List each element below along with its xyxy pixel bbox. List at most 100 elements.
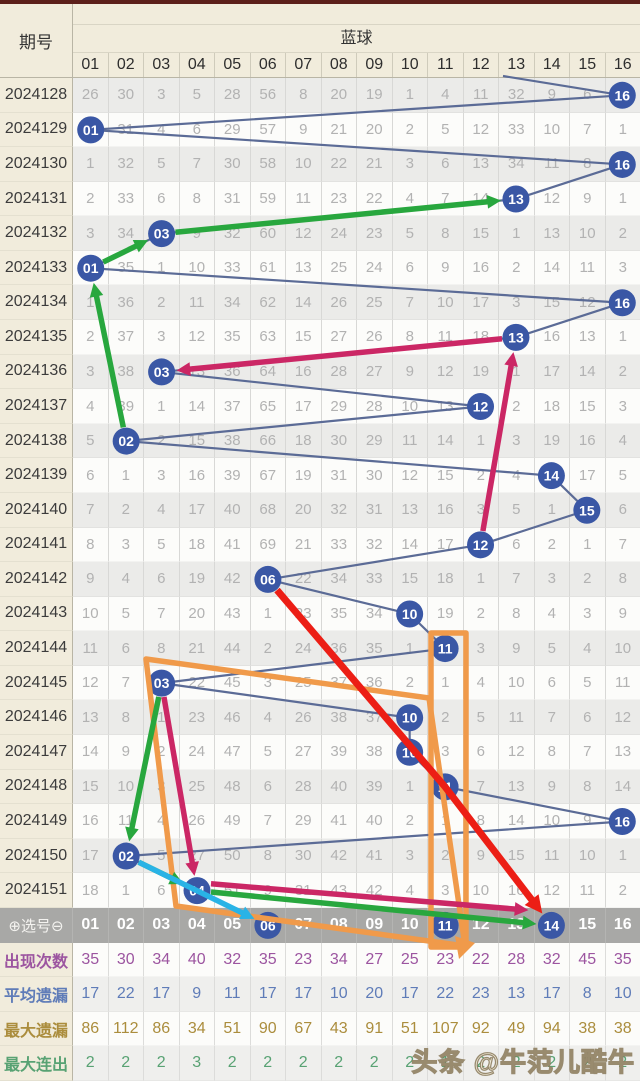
selection-number-11[interactable]: 11	[428, 907, 464, 943]
miss-count-cell: 7	[251, 804, 286, 839]
miss-count-cell: 9	[464, 838, 499, 874]
miss-count-cell: 68	[251, 492, 286, 528]
miss-count-cell: 40	[357, 804, 393, 839]
miss-count-cell: 20	[322, 78, 357, 113]
miss-count-cell: 33	[215, 250, 251, 286]
miss-count-cell: 24	[286, 631, 322, 666]
miss-count-cell: 5	[464, 700, 499, 736]
miss-count-cell: 1	[393, 631, 428, 666]
miss-count-cell: 14	[535, 250, 570, 286]
selection-number-09[interactable]: 09	[357, 907, 393, 943]
miss-count-cell: 24	[322, 216, 357, 251]
selection-number-08[interactable]: 08	[322, 907, 357, 943]
miss-count-cell: 18	[428, 562, 464, 597]
miss-count-cell: 15	[464, 216, 499, 251]
miss-count-cell: 12	[464, 112, 499, 148]
miss-count-cell: 5	[180, 78, 215, 113]
stat-value: 23	[428, 942, 464, 978]
miss-count-cell: 10	[109, 769, 144, 805]
selection-number-04[interactable]: 04	[180, 907, 215, 943]
stat-value: 90	[251, 1011, 286, 1047]
stat-value: 38	[606, 1012, 640, 1047]
stat-value: 32	[215, 942, 251, 978]
miss-count-cell: 16	[464, 250, 499, 286]
miss-count-cell: 30	[215, 147, 251, 182]
selection-number-06[interactable]: 06	[251, 907, 286, 943]
miss-count-cell: 36	[215, 354, 251, 390]
stat-value: 11	[215, 977, 251, 1012]
miss-count-cell: 24	[180, 735, 215, 770]
miss-count-cell: 2	[606, 355, 640, 390]
miss-count-cell: 8	[180, 181, 215, 217]
issue-cell: 2024148	[0, 769, 73, 805]
stat-value: 86	[144, 1011, 180, 1047]
issue-cell: 2024150	[0, 838, 73, 874]
miss-count-cell: 22	[286, 562, 322, 597]
selection-number-05[interactable]: 05	[215, 907, 251, 943]
miss-count-cell: 1	[393, 769, 428, 805]
miss-count-cell: 9	[570, 804, 606, 839]
miss-count-cell: 9	[73, 562, 109, 597]
miss-count-cell: 17	[73, 838, 109, 874]
miss-count-cell: 30	[322, 423, 357, 459]
selection-number-16[interactable]: 16	[613, 916, 632, 934]
miss-count-cell: 34	[109, 216, 144, 251]
miss-count-cell: 2	[144, 285, 180, 321]
selection-number-12[interactable]: 12	[464, 907, 499, 943]
selection-number-03[interactable]: 03	[144, 907, 180, 943]
miss-count-cell: 14	[73, 735, 109, 770]
miss-count-cell: 12	[428, 354, 464, 390]
miss-count-cell	[535, 458, 570, 493]
miss-count-cell	[464, 527, 499, 563]
column-header-07: 07	[286, 53, 322, 77]
miss-count-cell: 2	[499, 389, 535, 424]
miss-count-cell: 3	[535, 562, 570, 597]
selection-number-10[interactable]: 10	[393, 907, 428, 943]
stat-value: 94	[535, 1011, 570, 1047]
stat-value: 23	[464, 977, 499, 1012]
stat-value: 2	[73, 1046, 109, 1081]
miss-count-cell: 7	[570, 112, 606, 148]
miss-count-cell: 33	[357, 562, 393, 597]
miss-count-cell: 1	[464, 423, 499, 459]
miss-count-cell: 43	[322, 873, 357, 908]
miss-count-cell: 6	[428, 147, 464, 182]
stat-value: 35	[251, 942, 286, 978]
selection-number-02[interactable]: 02	[109, 907, 144, 943]
stat-value: 2	[251, 1046, 286, 1081]
stat-value: 92	[464, 1011, 499, 1047]
column-header-02: 02	[109, 53, 144, 77]
miss-count-cell: 12	[606, 700, 640, 735]
miss-count-cell: 36	[109, 285, 144, 321]
miss-count-cell: 5	[570, 665, 606, 701]
selection-number-01[interactable]: 01	[73, 907, 109, 943]
selection-number-13[interactable]: 13	[499, 907, 535, 943]
miss-count-cell: 7	[499, 562, 535, 597]
stat-value: 34	[180, 1011, 215, 1047]
selection-number-14[interactable]: 14	[535, 907, 570, 943]
miss-count-cell: 65	[251, 389, 286, 424]
miss-count-cell: 5	[144, 527, 180, 563]
miss-count-cell: 3	[393, 838, 428, 874]
miss-count-cell: 2	[499, 250, 535, 286]
miss-count-cell: 3	[144, 78, 180, 113]
miss-count-cell: 4	[393, 181, 428, 217]
miss-count-cell: 15	[180, 423, 215, 459]
miss-count-cell: 11	[180, 285, 215, 321]
trend-row-2024151: 2024151 18 1 6 51 9 31 43 42 4 3 10 16 12 11 2	[0, 873, 640, 908]
trend-row-2024142: 2024142 9 4 6 19 42 22 34 33 15 18 1 7 3 2 8	[0, 562, 640, 597]
miss-count-cell: 2	[251, 631, 286, 666]
selection-row-label[interactable]: ⊕选号⊖	[0, 907, 73, 943]
miss-count-cell: 4	[570, 631, 606, 666]
miss-count-cell: 31	[109, 112, 144, 148]
miss-count-cell: 10	[286, 147, 322, 182]
selection-number-15[interactable]: 15	[570, 907, 606, 943]
issue-cell: 2024146	[0, 700, 73, 736]
miss-count-cell: 13	[606, 735, 640, 770]
miss-count-cell: 38	[109, 354, 144, 390]
issue-cell: 2024135	[0, 320, 73, 355]
miss-count-cell: 1	[606, 839, 640, 874]
selection-number-07[interactable]: 07	[286, 907, 322, 943]
column-header-09: 09	[357, 53, 393, 77]
